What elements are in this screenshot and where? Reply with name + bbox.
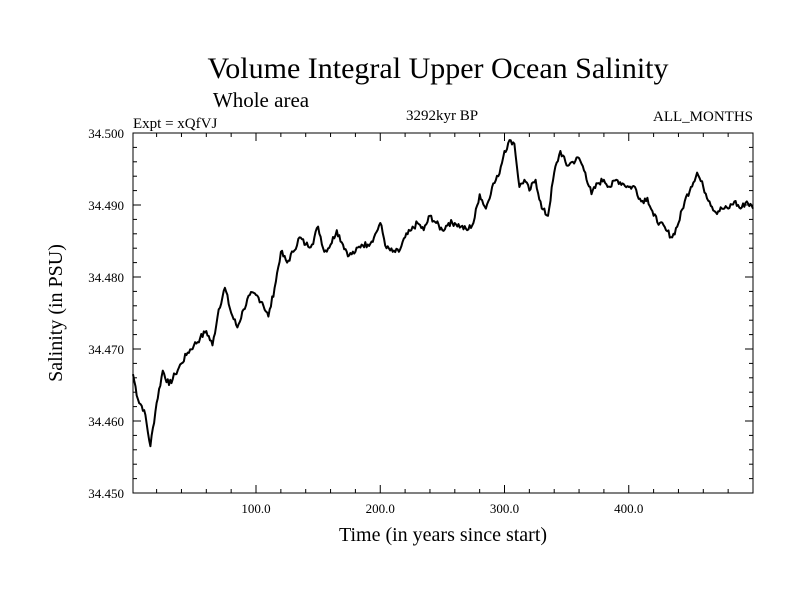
plot-frame [132,132,754,494]
x-axis-label: Time (in years since start) [339,524,547,546]
x-tick-label: 100.0 [241,501,270,516]
y-tick-label: 34.490 [88,198,124,213]
x-tick-label: 400.0 [614,501,643,516]
y-tick-label: 34.450 [88,486,124,501]
y-axis-ticks: 34.450 34.460 34.470 34.480 34.490 34.500 [88,126,753,501]
y-tick-label: 34.500 [88,126,124,141]
y-tick-label: 34.470 [88,342,124,357]
x-tick-label: 200.0 [366,501,395,516]
chart-title: Volume Integral Upper Ocean Salinity [208,52,669,85]
chart-subtitle: Whole area [213,88,310,112]
y-tick-label: 34.480 [88,270,124,285]
x-axis-ticks: 100.0 200.0 300.0 400.0 [156,133,729,516]
y-axis-label: Salinity (in PSU) [45,244,67,382]
expt-label: Expt = xQfVJ [133,116,217,132]
months-label: ALL_MONTHS [653,109,753,125]
y-tick-label: 34.460 [88,414,124,429]
x-tick-label: 300.0 [490,501,519,516]
salinity-series-line [132,139,754,448]
period-label: 3292kyr BP [406,108,478,124]
